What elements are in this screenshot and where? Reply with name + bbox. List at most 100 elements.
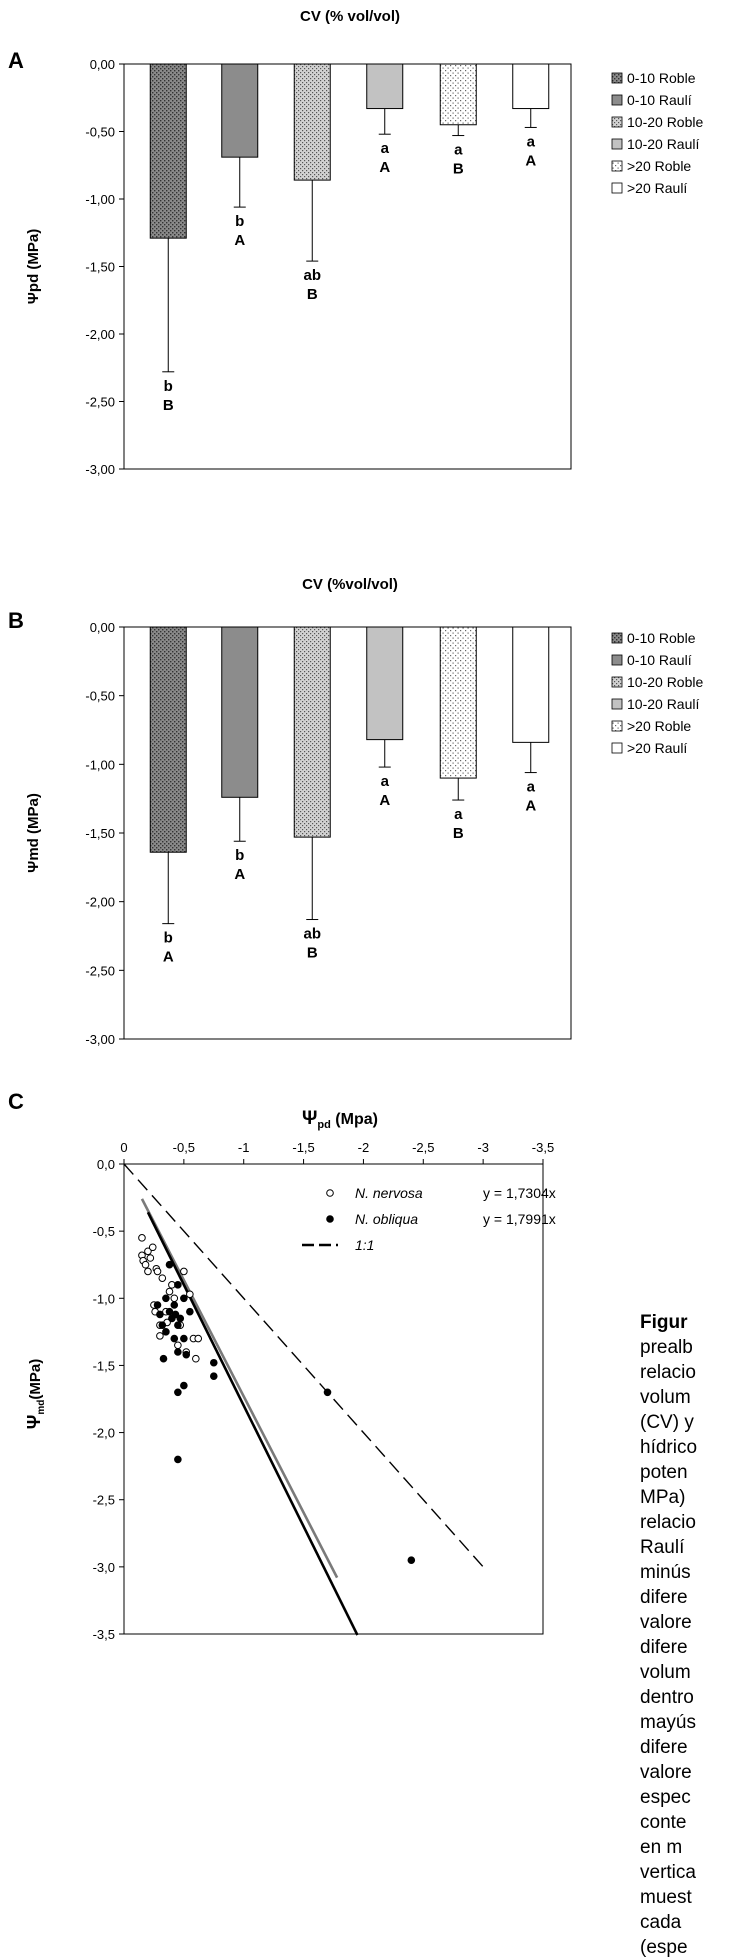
x-tick-label: -1 (238, 1140, 250, 1155)
legend-label: >20 Raulí (627, 740, 687, 756)
data-point-obliqua (165, 1260, 174, 1269)
legend-swatch (611, 676, 623, 688)
data-point-nervosa (192, 1354, 200, 1363)
x-axis-label: Ψpd (Mpa) (302, 1108, 378, 1131)
data-point-obliqua (180, 1294, 188, 1303)
data-point-obliqua (158, 1321, 167, 1329)
significance-lower: a (454, 806, 463, 823)
caption-line: vertica (640, 1862, 696, 1883)
caption-line: (CV) y (640, 1412, 694, 1433)
data-point-obliqua (209, 1372, 218, 1380)
y-axis-label: Ψpd (MPa) (25, 229, 42, 304)
data-point-obliqua (170, 1334, 179, 1343)
legend-label: >20 Roble (627, 158, 691, 174)
y-tick-label: -3,00 (85, 462, 115, 477)
x-label-unit: (Mpa) (331, 1111, 378, 1128)
caption-line: minús (640, 1562, 691, 1583)
significance-upper: B (453, 161, 464, 178)
data-point-obliqua (174, 1348, 182, 1356)
y-tick-label: -0,50 (85, 689, 115, 704)
significance-lower: b (235, 213, 244, 230)
significance-lower: b (235, 847, 244, 864)
caption-line: conte (640, 1812, 687, 1833)
significance-upper: A (379, 159, 390, 176)
bar (439, 626, 477, 779)
data-point-nervosa (156, 1332, 164, 1340)
bar (221, 63, 259, 158)
legend-swatch (611, 182, 623, 194)
figure-caption: Figur prealb relacio volum (CV) y hídrico pote… (640, 1310, 754, 1960)
legend-marker (326, 1215, 334, 1223)
data-point-obliqua (174, 1388, 182, 1397)
caption-line: prealb (640, 1337, 693, 1358)
legend-equation: y = 1,7304x (483, 1185, 556, 1201)
legend-swatch (611, 654, 623, 666)
regression-line-nervosa (140, 1198, 339, 1579)
panel-letter: B (8, 608, 24, 633)
caption-line: (espe (640, 1937, 688, 1958)
y-tick-label: 0,0 (97, 1157, 115, 1172)
significance-lower: ab (303, 926, 321, 943)
data-point-nervosa (186, 1290, 194, 1299)
legend-label: >20 Raulí (627, 180, 687, 196)
panel-letter: C (8, 1089, 24, 1114)
caption-line: difere (640, 1587, 688, 1608)
plot-frame (123, 1163, 544, 1635)
bar-chart-a: CV (% vol/vol) A 0,00 -0,50 -1,00 -1,50 -2,00 -… (0, 0, 754, 530)
data-point-obliqua (407, 1556, 416, 1564)
significance-upper: A (163, 949, 174, 966)
caption-line: relacio (640, 1512, 696, 1533)
plot-frame (123, 626, 572, 1040)
data-point-obliqua (171, 1310, 180, 1319)
x-label-sub: pd (317, 1119, 330, 1131)
significance-lower: a (527, 779, 536, 796)
legend-swatch (611, 116, 623, 128)
y-tick-label: -1,50 (85, 260, 115, 275)
data-point-nervosa (141, 1260, 150, 1269)
y-label-main: Ψ (24, 1415, 44, 1430)
significance-lower: a (454, 142, 463, 159)
bar (366, 626, 404, 741)
y-tick-label: -3,0 (93, 1560, 115, 1575)
legend-swatch (611, 632, 623, 644)
caption-line: valore (640, 1612, 692, 1633)
caption-line: valore (640, 1762, 692, 1783)
legend-label: 0-10 Raulí (627, 92, 692, 108)
data-point-obliqua (174, 1281, 182, 1289)
caption-line: Figur (640, 1312, 688, 1333)
data-point-nervosa (144, 1267, 152, 1276)
data-point-obliqua (170, 1301, 179, 1309)
caption-line: relacio (640, 1362, 696, 1383)
bar (512, 63, 550, 110)
data-point-nervosa (174, 1341, 182, 1350)
data-point-nervosa (153, 1267, 162, 1276)
data-point-obliqua (186, 1307, 194, 1316)
data-point-nervosa (158, 1274, 167, 1282)
significance-lower: a (381, 773, 390, 790)
y-tick-label: -2,5 (93, 1493, 115, 1508)
bar (293, 626, 331, 838)
data-point-nervosa (144, 1247, 152, 1256)
reference-line-1-1 (123, 1163, 484, 1568)
data-point-nervosa (165, 1287, 174, 1296)
legend-series-name: N. obliqua (355, 1211, 418, 1227)
caption-line: volum (640, 1662, 691, 1683)
significance-lower: b (164, 378, 173, 395)
y-tick-label: -1,00 (85, 757, 115, 772)
x-tick-label: -2 (358, 1140, 370, 1155)
caption-line: difere (640, 1637, 688, 1658)
data-point-nervosa (180, 1267, 188, 1276)
x-tick-label: -3 (477, 1140, 489, 1155)
legend-swatch (611, 138, 623, 150)
panel-letter: A (8, 48, 24, 73)
significance-upper: A (525, 152, 536, 169)
y-tick-label: -2,0 (93, 1426, 115, 1441)
legend-label: 10-20 Roble (627, 674, 703, 690)
data-point-obliqua (159, 1354, 168, 1363)
y-tick-label: -1,0 (93, 1291, 115, 1306)
bar (221, 626, 259, 798)
caption-line: poten (640, 1462, 688, 1483)
y-tick-label: -1,50 (85, 826, 115, 841)
x-tick-label: -2,5 (412, 1140, 434, 1155)
caption-line: mayús (640, 1712, 696, 1733)
